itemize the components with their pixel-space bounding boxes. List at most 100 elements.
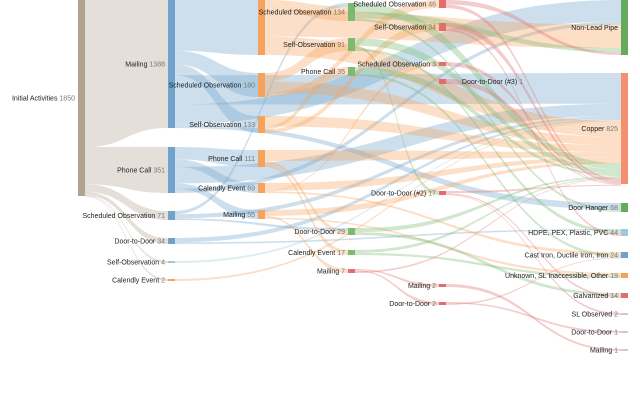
- node-copper[interactable]: [621, 73, 628, 184]
- link-dd4b-to-copper[interactable]: [446, 184, 621, 194]
- node-dd3[interactable]: [348, 228, 355, 235]
- node-so2[interactable]: [258, 73, 265, 97]
- link-pc2-to-copper[interactable]: [265, 150, 621, 162]
- link-sob4-to-copper[interactable]: [446, 23, 621, 184]
- link-so1-to-copper[interactable]: [175, 116, 621, 219]
- link-pc3-to-iron[interactable]: [355, 73, 621, 258]
- link-init-to-pc1[interactable]: [85, 147, 168, 193]
- link-sob2-to-copper[interactable]: [265, 116, 621, 153]
- link-sob3-to-hdpe[interactable]: [355, 48, 621, 234]
- link-m2-to-m3[interactable]: [265, 215, 348, 273]
- link-dd4b-to-slobs[interactable]: [446, 194, 621, 315]
- link-m1-to-top5[interactable]: [175, 0, 621, 125]
- link-dd4c-to-iron[interactable]: [446, 257, 621, 305]
- link-dd3-to-copper[interactable]: [355, 176, 621, 233]
- node-m4[interactable]: [439, 284, 446, 287]
- link-ce3-to-unknown[interactable]: [355, 252, 621, 278]
- link-so3-to-copper[interactable]: [355, 3, 621, 170]
- link-dd1-to-hdpe[interactable]: [175, 229, 621, 244]
- node-so4[interactable]: [439, 0, 446, 8]
- link-m1-to-copper[interactable]: [175, 73, 621, 105]
- link-dd1-to-copper[interactable]: [175, 118, 621, 243]
- node-hanger[interactable]: [621, 203, 628, 212]
- link-so1-to-so3[interactable]: [175, 3, 348, 215]
- link-so2-to-copper[interactable]: [265, 81, 621, 145]
- node-pc2[interactable]: [258, 150, 265, 167]
- link-m4-to-m5[interactable]: [446, 284, 621, 351]
- link-m1-to-hanger[interactable]: [175, 124, 621, 210]
- link-dd3-to-galv[interactable]: [355, 232, 621, 296]
- link-dd4a-to-copper[interactable]: [446, 79, 621, 185]
- node-slobs[interactable]: [621, 313, 628, 315]
- node-so3[interactable]: [348, 3, 355, 21]
- link-m2-to-unknown[interactable]: [265, 217, 621, 276]
- link-dd4c-to-dd5[interactable]: [446, 302, 621, 333]
- node-m2[interactable]: [258, 210, 265, 219]
- link-pc1-to-top5[interactable]: [175, 21, 621, 193]
- node-hdpe[interactable]: [621, 229, 628, 236]
- node-sob2[interactable]: [258, 116, 265, 133]
- link-so3-to-hanger[interactable]: [355, 18, 621, 212]
- link-pc1-to-copper[interactable]: [175, 103, 621, 184]
- node-iron[interactable]: [621, 252, 628, 258]
- link-pc2-to-dd3[interactable]: [265, 161, 348, 235]
- node-pc1[interactable]: [168, 147, 175, 193]
- link-ce2-to-so4b[interactable]: [265, 62, 439, 192]
- link-m3-to-dd4c[interactable]: [355, 270, 439, 305]
- link-so2-to-sob3[interactable]: [265, 38, 348, 82]
- node-galv[interactable]: [621, 293, 628, 298]
- link-m1-to-sob2[interactable]: [175, 64, 258, 133]
- node-top2[interactable]: [258, 0, 265, 55]
- node-dd4b[interactable]: [439, 191, 446, 195]
- link-sob4-to-hdpe[interactable]: [446, 28, 621, 236]
- link-ce2-to-copper[interactable]: [265, 157, 621, 191]
- link-so4-to-top5[interactable]: [446, 0, 621, 55]
- node-ce2[interactable]: [258, 183, 265, 193]
- link-m1-to-top2[interactable]: [175, 0, 258, 55]
- node-dd5[interactable]: [621, 331, 628, 333]
- link-pc2-to-ce3[interactable]: [265, 164, 348, 255]
- link-m1-to-so2[interactable]: [175, 50, 258, 97]
- node-dd4a[interactable]: [439, 79, 446, 84]
- link-init-to-so1[interactable]: [85, 184, 168, 220]
- node-sob3[interactable]: [348, 38, 355, 51]
- node-m5[interactable]: [621, 349, 628, 351]
- node-ce1[interactable]: [168, 279, 175, 281]
- node-init[interactable]: [78, 0, 85, 196]
- link-sob1-to-copper[interactable]: [175, 120, 621, 263]
- node-sob1[interactable]: [168, 261, 175, 263]
- link-m3-to-copper[interactable]: [355, 178, 621, 273]
- link-ce2-to-iron[interactable]: [265, 191, 621, 255]
- link-pc1-to-ce2[interactable]: [175, 159, 258, 193]
- node-so4b[interactable]: [439, 62, 446, 66]
- link-sob2-to-pc3[interactable]: [265, 67, 348, 130]
- link-pc1-to-m2[interactable]: [175, 183, 258, 219]
- link-init-to-m1[interactable]: [85, 0, 168, 148]
- node-sob4[interactable]: [439, 23, 446, 31]
- link-so3-to-top5[interactable]: [355, 12, 621, 53]
- node-ce3[interactable]: [348, 250, 355, 255]
- link-m2-to-copper[interactable]: [265, 160, 621, 216]
- link-init-to-dd1[interactable]: [85, 191, 168, 244]
- node-dd1[interactable]: [168, 238, 175, 244]
- node-top5[interactable]: [621, 0, 628, 55]
- link-top2-to-copper[interactable]: [265, 36, 621, 137]
- link-dd4b-to-galv[interactable]: [446, 193, 621, 298]
- node-m3[interactable]: [348, 269, 355, 273]
- node-unknown[interactable]: [621, 273, 628, 278]
- link-ce1-to-copper[interactable]: [175, 120, 621, 281]
- node-pc3[interactable]: [348, 67, 355, 76]
- link-pc3-to-copper[interactable]: [355, 67, 621, 177]
- link-sob3-to-copper[interactable]: [355, 38, 621, 175]
- link-so4b-to-copper[interactable]: [446, 62, 621, 185]
- link-top2-to-so3[interactable]: [265, 0, 348, 21]
- link-sob2-to-sob4[interactable]: [265, 23, 439, 133]
- node-so1[interactable]: [168, 211, 175, 220]
- link-pc1-to-pc2[interactable]: [175, 147, 258, 167]
- node-m1[interactable]: [168, 0, 175, 128]
- link-sob3-to-dd4b[interactable]: [355, 45, 439, 195]
- node-dd4c[interactable]: [439, 302, 446, 305]
- link-so1-to-dd3[interactable]: [175, 218, 348, 231]
- link-init-to-sob1[interactable]: [85, 195, 168, 263]
- link-so4-to-copper[interactable]: [446, 4, 621, 181]
